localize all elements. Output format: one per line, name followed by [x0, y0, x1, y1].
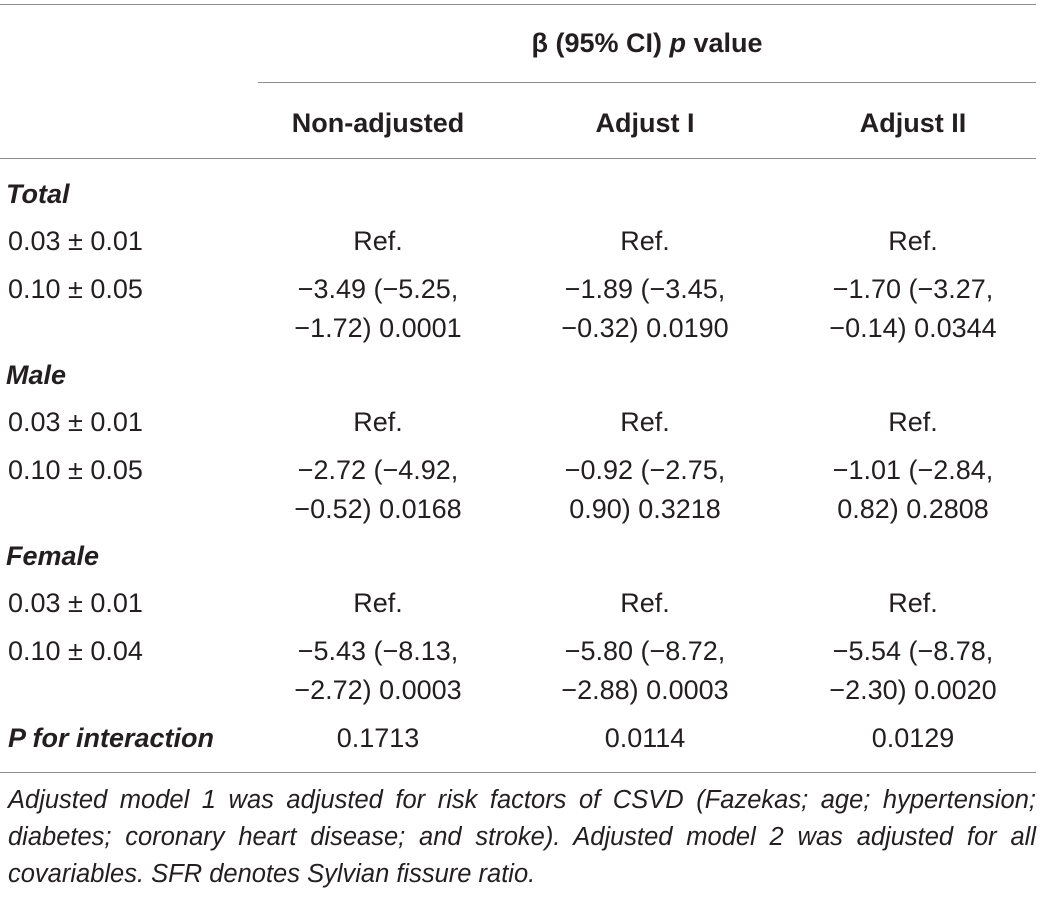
group-label-male: Male: [6, 360, 67, 390]
table-cell: −3.49 (−5.25,: [297, 274, 459, 304]
row-label: 0.03 ± 0.01: [8, 407, 143, 437]
table-cell: −0.32) 0.0190: [561, 313, 729, 343]
group-label-female: Female: [6, 541, 100, 571]
column-header-non-adjusted: Non-adjusted: [291, 108, 465, 138]
table-cell: Ref.: [353, 226, 403, 256]
row-label: 0.03 ± 0.01: [8, 226, 143, 256]
table-top-rule: [0, 4, 1036, 5]
row-label: 0.10 ± 0.05: [8, 455, 143, 485]
table-cell: −5.43 (−8.13,: [297, 636, 459, 666]
table-cell: −2.88) 0.0003: [561, 675, 729, 705]
table-cell: Ref.: [620, 226, 670, 256]
span-label-p: p: [669, 28, 686, 58]
table-cell: −0.52) 0.0168: [294, 494, 462, 524]
interaction-value: 0.0114: [604, 723, 686, 753]
table-bottom-rule: [0, 772, 1036, 773]
table-cell: −1.70 (−3.27,: [832, 274, 994, 304]
table-cell: Ref.: [888, 407, 938, 437]
table-cell: −0.92 (−2.75,: [564, 455, 726, 485]
table-cell: 0.90) 0.3218: [569, 494, 721, 524]
table-cell: Ref.: [888, 588, 938, 618]
table-footnote: Adjusted model 1 was adjusted for risk f…: [8, 786, 1036, 888]
span-header-rule: [258, 82, 1036, 83]
row-label: 0.10 ± 0.05: [8, 274, 143, 304]
column-header-adjust-ii: Adjust II: [859, 108, 967, 138]
row-label: 0.03 ± 0.01: [8, 588, 143, 618]
table-cell: Ref.: [620, 588, 670, 618]
table-cell: −1.72) 0.0001: [294, 313, 462, 343]
group-label-total: Total: [6, 179, 70, 209]
table-cell: −5.80 (−8.72,: [564, 636, 726, 666]
table-cell: −5.54 (−8.78,: [832, 636, 994, 666]
table-cell: Ref.: [353, 588, 403, 618]
column-header-adjust-i: Adjust I: [595, 108, 695, 138]
table-cell: −2.72 (−4.92,: [297, 455, 459, 485]
table-cell: Ref.: [620, 407, 670, 437]
row-label: 0.10 ± 0.04: [8, 636, 143, 666]
table-cell: −0.14) 0.0344: [829, 313, 997, 343]
table-cell: −2.30) 0.0020: [829, 675, 997, 705]
table-cell: Ref.: [353, 407, 403, 437]
interaction-value: 0.0129: [871, 723, 955, 753]
column-span-header: β (95% CI) p value: [258, 24, 1036, 62]
span-label-value: value: [685, 28, 763, 58]
interaction-label: P for interaction: [8, 723, 215, 753]
table-cell: Ref.: [888, 226, 938, 256]
header-rule: [0, 158, 1036, 159]
interaction-value: 0.1713: [336, 723, 420, 753]
span-label-beta: β (95% CI): [531, 28, 670, 58]
table-cell: −1.89 (−3.45,: [564, 274, 726, 304]
table-cell: −1.01 (−2.84,: [832, 455, 994, 485]
table-cell: −2.72) 0.0003: [294, 675, 462, 705]
table-cell: 0.82) 0.2808: [837, 494, 989, 524]
